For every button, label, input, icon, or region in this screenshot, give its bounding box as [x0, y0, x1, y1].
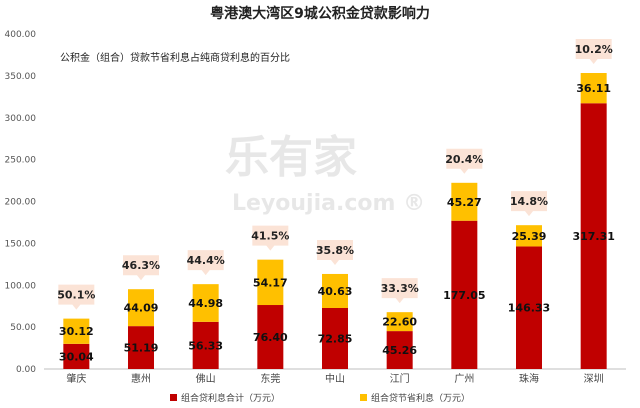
data-label-interest: 146.33: [508, 302, 550, 315]
x-category-label: 东莞: [260, 372, 280, 385]
percent-label: 44.4%: [187, 254, 225, 267]
bar-segment-interest: [63, 343, 90, 369]
percent-callout: [317, 239, 353, 265]
y-axis: 0.00 50.00 100.00 150.00 200.00 250.00 300.00 3…: [5, 30, 37, 375]
data-label-savings: 54.17: [253, 276, 288, 289]
y-tick-label: 150.00: [5, 239, 37, 249]
chart-annotation: 公积金（组合）贷款节省利息占纯商贷利息的百分比: [60, 51, 290, 64]
bar-segment-savings: [322, 273, 348, 308]
legend-label: 组合贷利息合计（万元）: [181, 392, 280, 404]
x-category-label: 广州: [454, 373, 474, 385]
bar-segment-interest: [257, 305, 284, 369]
legend: 组合贷利息合计（万元） 组合贷节省利息（万元）: [170, 392, 470, 404]
data-label-savings: 44.98: [188, 297, 223, 310]
percent-callout: [446, 148, 483, 174]
bar-segment-savings: [580, 73, 607, 104]
percent-callout: [58, 284, 95, 310]
percent-callout: [381, 278, 418, 304]
bar-segment-interest: [386, 331, 413, 369]
x-category-label: 佛山: [196, 372, 216, 385]
bar-segment-savings: [451, 182, 478, 221]
legend-swatch: [170, 394, 177, 401]
percent-label: 33.3%: [381, 282, 419, 295]
x-category-label: 惠州: [131, 372, 151, 385]
data-label-savings: 25.39: [512, 230, 547, 243]
bar-segment-savings: [63, 318, 90, 344]
data-label-interest: 56.33: [188, 339, 223, 352]
data-label-savings: 45.27: [447, 196, 482, 209]
data-label-savings: 44.09: [124, 302, 159, 315]
percent-callout: [511, 191, 547, 217]
y-tick-label: 200.00: [5, 198, 37, 208]
y-tick-label: 100.00: [5, 281, 37, 291]
percent-label: 35.8%: [316, 244, 354, 257]
bar-segment-interest: [580, 103, 607, 370]
data-label-interest: 177.05: [443, 289, 485, 302]
x-category-label: 江门: [390, 372, 410, 385]
bar-segment-interest: [322, 307, 348, 369]
legend-swatch: [360, 394, 367, 401]
y-tick-label: 50.00: [10, 323, 36, 333]
bar-segment-savings: [516, 225, 542, 247]
bar-segment-savings: [386, 312, 413, 332]
y-tick-label: 400.00: [5, 30, 37, 40]
percent-label: 20.4%: [445, 153, 483, 166]
data-label-savings: 30.12: [59, 325, 94, 338]
y-tick-label: 250.00: [5, 156, 37, 166]
bar-segment-savings: [192, 284, 219, 322]
bars-group: 30.04 30.12 50.1% 51.19 44.09 46.3% 56.33 44.98…: [57, 39, 615, 370]
bar-segment-savings: [257, 259, 284, 306]
percent-label: 46.3%: [122, 259, 160, 272]
percent-label: 41.5%: [251, 230, 289, 243]
data-label-savings: 36.11: [576, 82, 611, 95]
watermark-main: 乐有家: [225, 132, 357, 183]
percent-callout: [252, 225, 289, 251]
bar-segment-savings: [128, 289, 154, 327]
y-tick-label: 350.00: [5, 72, 37, 82]
bar-segment-interest: [516, 246, 542, 369]
x-category-label: 肇庆: [66, 372, 86, 385]
data-label-interest: 72.85: [318, 332, 353, 345]
percent-callout: [575, 39, 612, 65]
percent-label: 10.2%: [575, 43, 613, 56]
percent-callout: [123, 255, 159, 281]
chart-title: 粤港澳大湾区9城公积金贷款影响力: [210, 5, 430, 22]
bar-segment-interest: [451, 220, 478, 369]
watermark-domain: Leyoujia.com ®: [232, 191, 425, 216]
bar-segment-interest: [192, 321, 219, 369]
data-label-interest: 317.31: [572, 230, 614, 243]
bar-segment-interest: [128, 326, 154, 369]
data-label-interest: 51.19: [124, 342, 159, 355]
legend-label: 组合贷节省利息（万元）: [371, 392, 470, 404]
data-label-interest: 45.26: [382, 344, 417, 357]
data-label-interest: 30.04: [59, 350, 94, 363]
data-label-savings: 22.60: [382, 316, 417, 329]
x-category-label: 深圳: [584, 373, 604, 385]
watermark: 乐有家 Leyoujia.com ®: [225, 132, 425, 216]
data-label-interest: 76.40: [253, 331, 288, 344]
x-category-label: 珠海: [519, 372, 539, 385]
percent-label: 50.1%: [57, 289, 95, 302]
percent-label: 14.8%: [510, 195, 548, 208]
data-label-savings: 40.63: [318, 285, 353, 298]
y-tick-label: 300.00: [5, 114, 37, 124]
x-axis: 肇庆 惠州 佛山 东莞 中山 江门 广州 珠海 深圳: [66, 372, 603, 385]
x-category-label: 中山: [325, 372, 345, 385]
percent-callout: [187, 250, 224, 276]
y-tick-label: 0.00: [16, 365, 36, 375]
